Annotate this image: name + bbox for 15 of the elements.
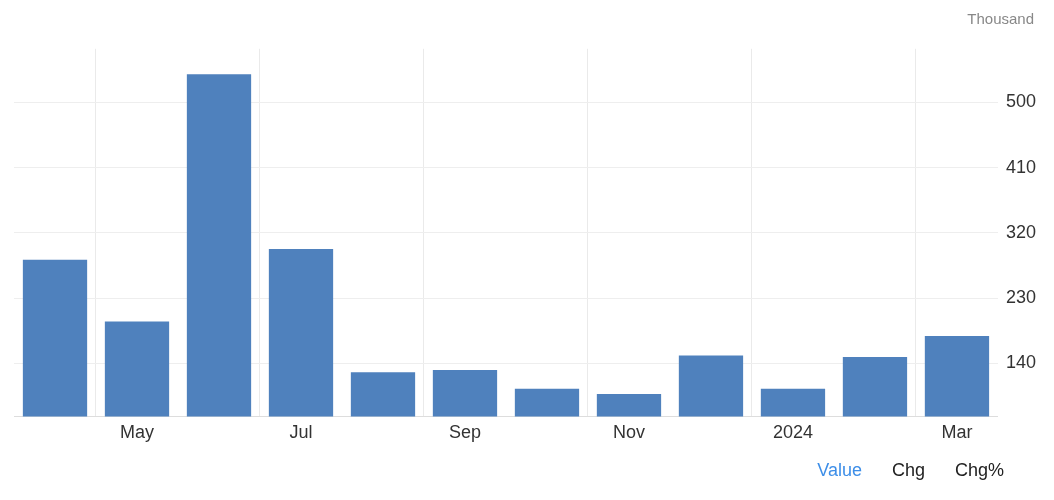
y-tick-label: 500 bbox=[1005, 91, 1037, 112]
y-tick-label: 230 bbox=[1005, 287, 1037, 308]
y-axis-title: Thousand bbox=[967, 10, 1034, 27]
y-tick-label: 320 bbox=[1005, 221, 1037, 242]
text: Chg% bbox=[954, 460, 1004, 480]
y-tick-label: 140 bbox=[1005, 352, 1037, 373]
text: Value bbox=[817, 460, 862, 480]
text: Chg bbox=[891, 460, 925, 480]
y-tick-label: 410 bbox=[1005, 156, 1037, 177]
x-tick-label: May bbox=[119, 422, 154, 443]
x-tick-label: Nov bbox=[612, 422, 645, 443]
x-tick-label: Mar bbox=[941, 422, 973, 443]
x-tick-label: Jul bbox=[289, 422, 313, 443]
x-tick-label: Sep bbox=[448, 422, 481, 443]
x-tick-label: 2024 bbox=[772, 422, 813, 443]
